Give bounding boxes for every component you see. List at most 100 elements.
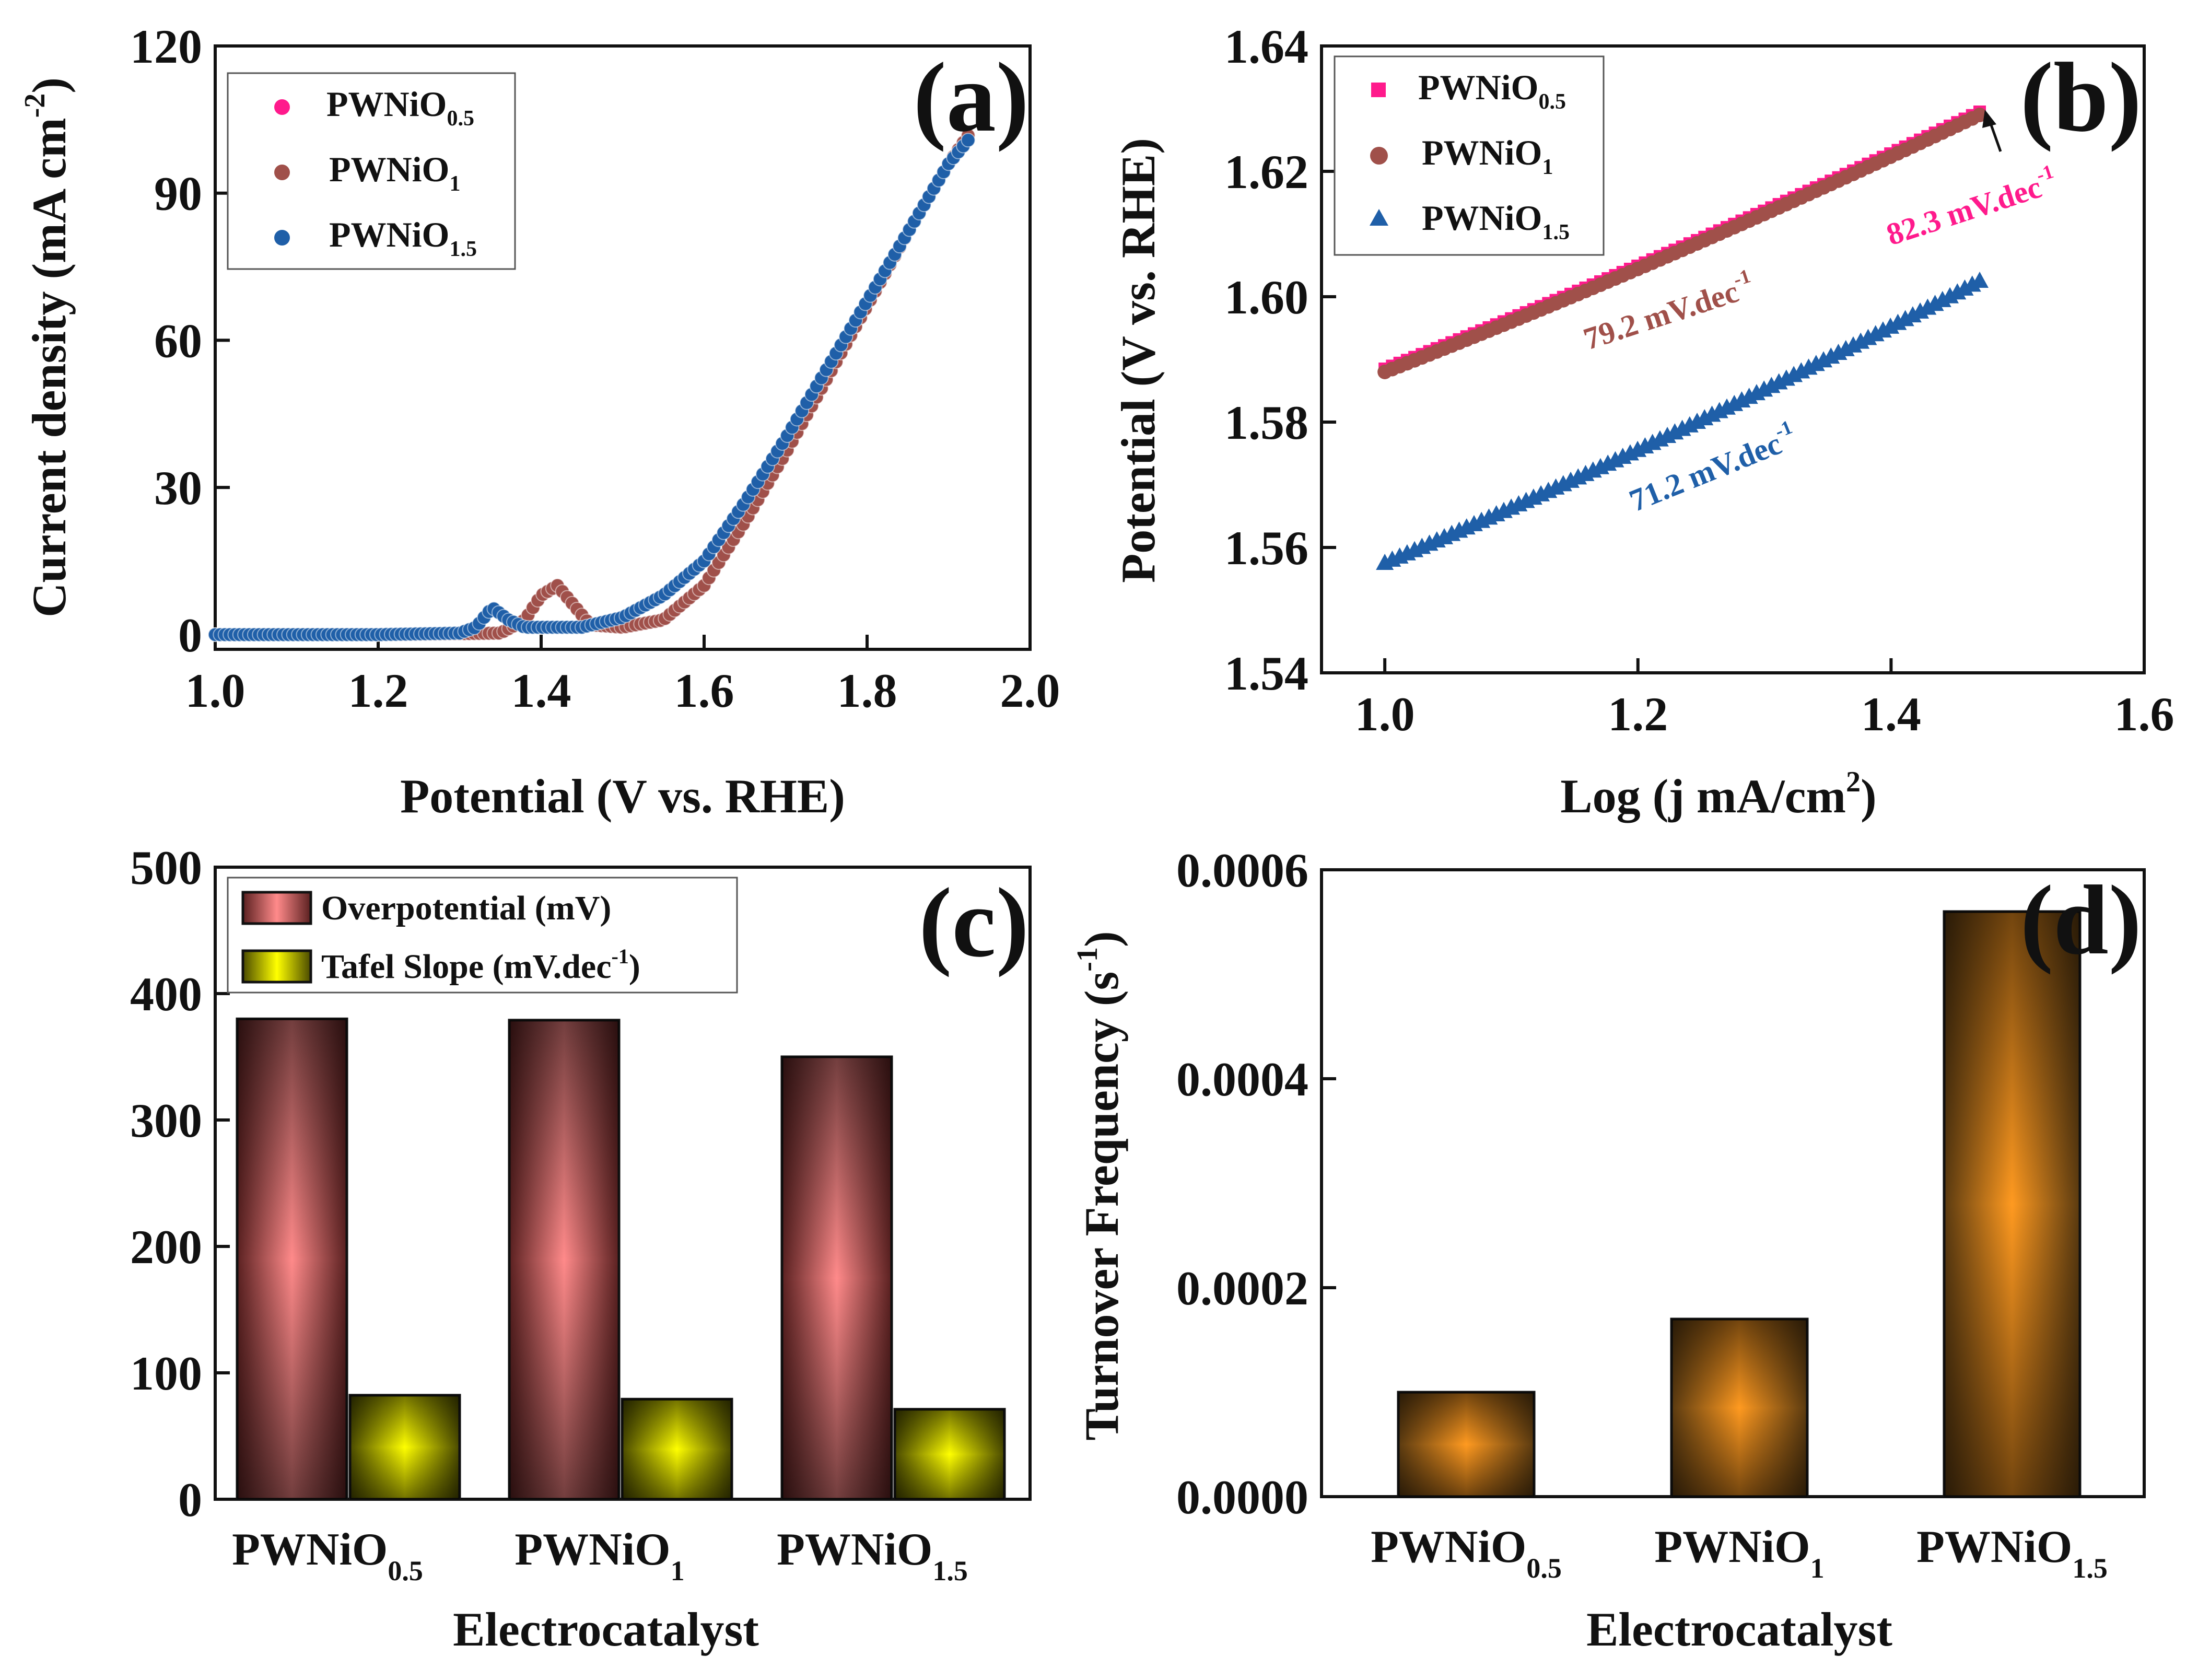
category-label: PWNiO1 bbox=[1654, 1522, 1824, 1584]
y-tick-label: 1.64 bbox=[1224, 20, 1308, 73]
category-label: PWNiO1.5 bbox=[1916, 1522, 2108, 1584]
legend-marker-pwnio15-b bbox=[1370, 209, 1388, 226]
y-tick-label: 1.58 bbox=[1224, 396, 1308, 449]
x-tick-label: 1.6 bbox=[2114, 687, 2174, 741]
category-label: PWNiO0.5 bbox=[232, 1524, 423, 1586]
y-tick-label: 300 bbox=[130, 1094, 202, 1147]
y-tick-label: 90 bbox=[154, 167, 202, 220]
x-tick-label: 1.0 bbox=[185, 664, 245, 717]
panel-b-legend: PWNiO0.5 PWNiO1 PWNiO1.5 bbox=[1334, 55, 1605, 256]
panel-b-y-label: Potential (V vs. RHE) bbox=[1112, 138, 1165, 583]
x-tick-label: 1.2 bbox=[1608, 687, 1668, 741]
bar-tof-shade bbox=[1944, 912, 2080, 1497]
series-pwnio1-tafel bbox=[1377, 108, 1987, 379]
y-tick-label: 1.60 bbox=[1224, 271, 1308, 324]
y-tick-label: 0.0002 bbox=[1176, 1262, 1308, 1315]
panel-a-y-ticks: 0 30 60 90 120 bbox=[130, 20, 230, 662]
panel-a-series bbox=[208, 128, 976, 642]
bar-overpotential-shade bbox=[782, 1057, 892, 1499]
panel-c-x-tick-labels: PWNiO0.5 PWNiO1 PWNiO1.5 bbox=[232, 1524, 968, 1586]
y-tick-label: 0.0006 bbox=[1176, 844, 1308, 897]
y-tick-label: 500 bbox=[130, 841, 202, 894]
annotation-arrow-head bbox=[1982, 110, 1996, 128]
bar-tof-shade bbox=[1671, 1319, 1807, 1497]
panel-d-y-label: Turnover Frequency (s-1) bbox=[1071, 931, 1128, 1440]
legend-label-pwnio1-b: PWNiO1 bbox=[1422, 133, 1553, 179]
y-tick-label: 30 bbox=[154, 461, 202, 515]
category-label: PWNiO0.5 bbox=[1371, 1522, 1562, 1584]
panel-d-bars bbox=[1397, 910, 2082, 1498]
bar-tafel-shade bbox=[350, 1395, 460, 1499]
legend-label-tafel: Tafel Slope (mV.dec-1) bbox=[321, 944, 640, 986]
y-tick-label: 1.62 bbox=[1224, 145, 1308, 199]
panel-a-frame bbox=[214, 44, 1032, 651]
y-tick-label: 60 bbox=[154, 314, 202, 367]
panel-b-x-label: Log (j mA/cm2) bbox=[1560, 766, 1876, 823]
panel-a-legend: PWNiO0.5 PWNiO1 PWNiO1.5 bbox=[227, 72, 516, 270]
panel-d-label: (d) bbox=[2020, 866, 2142, 975]
legend-marker-pwnio05 bbox=[274, 99, 290, 115]
y-tick-label: 200 bbox=[130, 1220, 202, 1274]
panel-b-y-ticks: 1.54 1.56 1.58 1.60 1.62 1.64 bbox=[1224, 20, 1336, 700]
annotation-82-3: 82.3 mV.dec-1 bbox=[1881, 160, 2061, 252]
x-tick-label: 1.8 bbox=[837, 664, 897, 717]
y-tick-label: 0 bbox=[178, 609, 202, 662]
y-tick-label: 100 bbox=[130, 1347, 202, 1400]
panel-d-y-ticks: 0.0000 0.0002 0.0004 0.0006 bbox=[1176, 844, 1336, 1524]
y-tick-label: 1.56 bbox=[1224, 521, 1308, 575]
panel-a: 0 30 60 90 120 1.0 1.2 1.4 1.6 1.8 2.0 (a) PWNiO0… bbox=[19, 20, 1060, 823]
legend-label-pwnio05: PWNiO0.5 bbox=[326, 84, 474, 131]
series-pwnio15-tafel bbox=[1376, 272, 1989, 570]
x-tick-label: 2.0 bbox=[1000, 664, 1060, 717]
data-point bbox=[1971, 272, 1989, 288]
data-point bbox=[1972, 108, 1987, 122]
y-tick-label: 0.0004 bbox=[1176, 1053, 1308, 1106]
panel-a-label: (a) bbox=[913, 43, 1029, 153]
data-point bbox=[961, 133, 976, 148]
panel-b-annotations: 82.3 mV.dec-1 79.2 mV.dec-1 71.2 mV.dec-… bbox=[1580, 110, 2061, 518]
legend-label-overpotential: Overpotential (mV) bbox=[321, 889, 611, 927]
panel-c-bars bbox=[236, 1017, 1006, 1501]
category-label: PWNiO1 bbox=[515, 1524, 684, 1586]
legend-marker-pwnio05-b bbox=[1371, 83, 1386, 97]
bar-tof-shade bbox=[1398, 1392, 1534, 1497]
panel-c-x-label: Electrocatalyst bbox=[453, 1603, 759, 1656]
legend-label-pwnio15: PWNiO1.5 bbox=[329, 215, 477, 261]
bar-overpotential-shade bbox=[237, 1019, 347, 1499]
x-tick-label: 1.4 bbox=[1861, 687, 1921, 741]
panel-a-x-ticks: 1.0 1.2 1.4 1.6 1.8 2.0 bbox=[185, 635, 1060, 717]
y-tick-label: 1.54 bbox=[1224, 647, 1308, 700]
bar-overpotential-shade bbox=[509, 1020, 619, 1499]
panel-d-x-tick-labels: PWNiO0.5 PWNiO1 PWNiO1.5 bbox=[1371, 1522, 2108, 1584]
x-tick-label: 1.6 bbox=[674, 664, 734, 717]
category-label: PWNiO1.5 bbox=[777, 1524, 968, 1586]
panel-c-legend-box bbox=[227, 877, 738, 994]
panel-b-frame bbox=[1320, 44, 2146, 674]
legend-label-pwnio05-b: PWNiO0.5 bbox=[1418, 67, 1566, 114]
panel-b: 1.54 1.56 1.58 1.60 1.62 1.64 1.0 1.2 1.4 1.6 (b… bbox=[1112, 20, 2174, 823]
annotation-71-2: 71.2 mV.dec-1 bbox=[1623, 416, 1802, 518]
panel-b-series bbox=[1376, 106, 1989, 570]
panel-b-x-ticks: 1.0 1.2 1.4 1.6 bbox=[1355, 658, 2174, 741]
x-tick-label: 1.0 bbox=[1355, 687, 1415, 741]
panel-a-x-label: Potential (V vs. RHE) bbox=[400, 769, 845, 823]
legend-marker-pwnio1 bbox=[274, 165, 290, 180]
x-tick-label: 1.2 bbox=[348, 664, 408, 717]
x-tick-label: 1.4 bbox=[511, 664, 571, 717]
series-pwnio15 bbox=[208, 133, 976, 642]
bar-tafel-shade bbox=[622, 1399, 732, 1499]
y-tick-label: 0 bbox=[178, 1473, 202, 1526]
legend-marker-pwnio15 bbox=[274, 230, 290, 246]
y-tick-label: 400 bbox=[130, 967, 202, 1021]
bar-tafel-shade bbox=[895, 1409, 1004, 1499]
legend-swatch-tafel bbox=[241, 949, 312, 984]
panel-c-y-ticks: 0 100 200 300 400 500 bbox=[130, 841, 230, 1526]
legend-label-pwnio1: PWNiO1 bbox=[329, 149, 460, 196]
legend-swatch-overpotential bbox=[241, 891, 312, 925]
y-tick-label: 0.0000 bbox=[1176, 1471, 1308, 1524]
y-tick-label: 120 bbox=[130, 20, 202, 73]
